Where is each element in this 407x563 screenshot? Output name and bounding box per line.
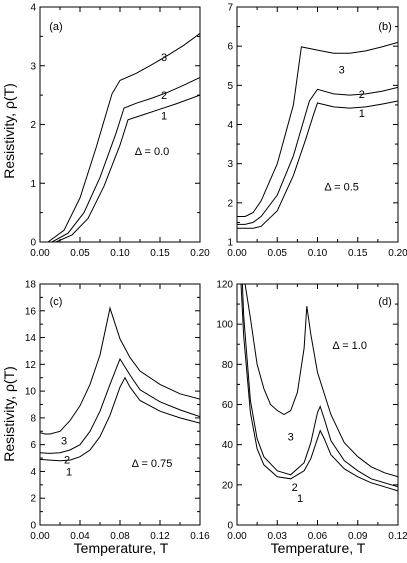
series-line-2 [40,77,200,242]
x-tick-label: 0.15 [150,248,170,259]
y-tick-label: 4 [30,467,36,478]
curve-label-2: 2 [359,89,365,101]
x-tick-label: 0.09 [348,531,368,542]
y-tick-label: 3 [227,159,233,170]
delta-annotation: Δ = 0.5 [324,181,359,193]
y-tick-label: 60 [222,400,234,411]
y-tick-label: 16 [25,306,37,317]
x-axis-label-right: Temperature, T [271,540,366,556]
curves [237,41,398,229]
y-tick-label: 2 [30,120,36,131]
x-tick-label: 0.12 [388,531,407,542]
y-axis-label-top: Resistivity, ρ(T) [1,83,17,179]
y-tick-label: 10 [25,387,37,398]
y-tick-label: 0 [30,521,36,532]
series-line-3 [237,41,398,217]
y-tick-label: 2 [227,198,233,209]
x-tick-label: 0.00 [227,248,247,259]
x-tick-label: 0.08 [110,531,130,542]
x-tick-label: 0.16 [190,531,210,542]
panel-label: (d) [378,296,391,308]
x-tick-label: 0.05 [70,248,90,259]
y-tick-label: 0 [227,521,233,532]
curve-label-2: 2 [292,482,298,494]
curves [40,32,200,242]
series-line-3 [40,32,200,242]
y-tick-label: 20 [222,480,234,491]
y-tick-label: 120 [216,280,233,291]
x-tick-label: 0.03 [268,531,288,542]
delta-annotation: Δ = 1.0 [332,340,367,352]
y-tick-label: 1 [227,238,233,249]
panel-label: (c) [50,296,63,308]
series-line-2 [40,357,200,454]
y-tick-label: 5 [227,81,233,92]
y-tick-label: 4 [30,3,36,14]
y-tick-label: 1 [30,179,36,190]
series-line-1 [40,94,200,242]
x-tick-label: 0.06 [308,531,328,542]
plot-frame [39,283,201,526]
curve-label-1: 1 [297,493,303,505]
y-tick-label: 7 [227,3,233,14]
y-tick-label: 6 [227,42,233,53]
y-tick-label: 6 [30,440,36,451]
panel-1: 0.00 0.05 0.10 0.15 0.20 1 2 3 4 5 6 7 (b) Δ = 0.5 1 2 3 [227,3,407,260]
x-tick-label: 0.10 [308,248,328,259]
series-line-1 [40,376,200,462]
x-tick-label: 0.00 [227,531,247,542]
y-tick-label: 3 [30,61,36,72]
y-tick-label: 8 [30,413,36,424]
series-line-3 [244,284,398,478]
y-tick-label: 14 [25,333,37,344]
curve-label-1: 1 [359,108,365,120]
curve-label-2: 2 [161,90,167,102]
y-tick-label: 18 [25,280,37,291]
curve-label-3: 3 [288,432,294,444]
delta-annotation: Δ = 0.75 [132,458,173,470]
curves [240,284,398,492]
y-tick-label: 80 [222,360,234,371]
curve-label-3: 3 [61,436,67,448]
series-line-1 [237,100,398,229]
y-tick-label: 4 [227,120,233,131]
panel-label: (a) [49,21,62,33]
curve-label-1: 1 [161,111,167,123]
plot-frame [39,6,201,243]
x-tick-label: 0.15 [348,248,368,259]
series-line-2 [237,86,398,225]
series-line-3 [40,306,200,435]
y-axis-label-bottom: Resistivity, ρ(T) [1,366,17,462]
plot-frame [236,283,399,526]
curve-label-1: 1 [66,466,72,478]
x-tick-label: 0.00 [30,531,50,542]
x-tick-label: 0.00 [30,248,50,259]
curve-label-3: 3 [161,52,167,64]
y-tick-label: 100 [216,320,233,331]
delta-annotation: Δ = 0.0 [135,146,170,158]
y-tick-label: 0 [30,238,36,249]
y-tick-label: 2 [30,494,36,505]
x-tick-label: 0.20 [388,248,407,259]
x-axis-label-left: Temperature, T [74,540,169,556]
curve-label-2: 2 [64,454,70,466]
x-tick-label: 0.04 [70,531,90,542]
x-tick-label: 0.12 [150,531,170,542]
curve-label-3: 3 [339,65,345,77]
panel-2: 0.00 0.04 0.08 0.12 0.16024681012141618(c)Δ … [25,280,210,543]
panel-label: (b) [378,21,391,33]
x-tick-label: 0.05 [268,248,288,259]
plot-frame [236,6,399,243]
series-line-2 [241,284,398,488]
series-line-1 [240,284,398,492]
x-tick-label: 0.20 [190,248,210,259]
y-tick-label: 40 [222,440,234,451]
curves [40,306,200,462]
panel-0: 0.00 0.05 0.10 0.15 0.20 0 1 2 3 4 (a) Δ = 0.0 1 2 3 [30,3,210,260]
y-tick-label: 12 [25,360,37,371]
x-tick-label: 0.10 [110,248,130,259]
panel-3: 0.00 0.03 0.06 0.09 0.12 0 20 40 60 80 100 120 (d) Δ … [216,280,407,543]
